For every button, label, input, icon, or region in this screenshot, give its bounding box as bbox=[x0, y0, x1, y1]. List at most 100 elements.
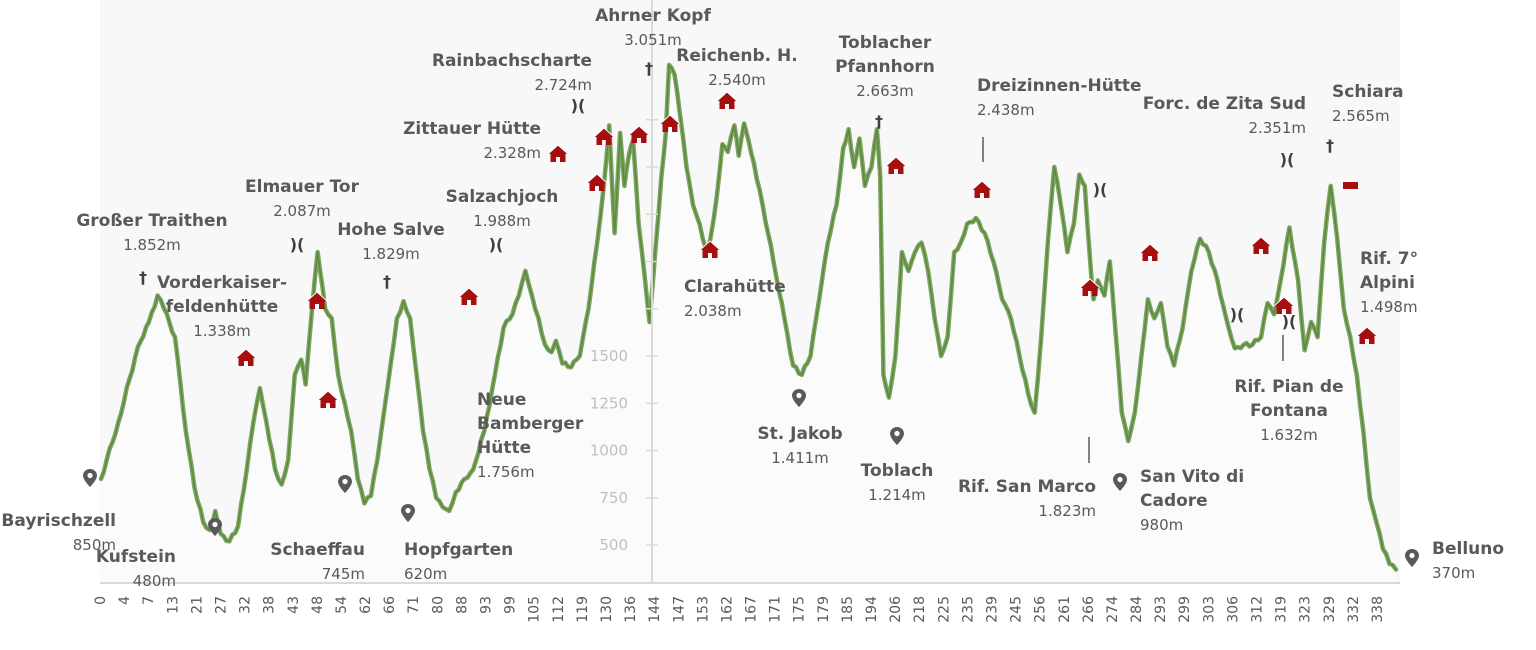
label-schaeffau: Schaeffau 745m bbox=[270, 540, 365, 583]
waypoint-elevation: 1.829m bbox=[362, 245, 420, 263]
waypoint-name: St. Jakob bbox=[757, 424, 842, 444]
x-tick-label: 293 bbox=[1153, 596, 1169, 623]
mountain-pass-icon: )( bbox=[1280, 150, 1295, 169]
waypoint-elevation: 745m bbox=[322, 565, 365, 583]
waypoint-name: Bamberger bbox=[477, 414, 584, 434]
y-axis: 500 750 1000 1250 1500 bbox=[590, 0, 658, 583]
x-tick-label: 4 bbox=[117, 596, 133, 605]
label-schiara: Schiara 2.565m bbox=[1332, 82, 1404, 125]
hut-icon bbox=[306, 291, 328, 309]
waypoint-elevation: 1.632m bbox=[1260, 426, 1318, 444]
label-dreizinnen: Dreizinnen-Hütte 2.438m bbox=[977, 76, 1142, 119]
hut-icon bbox=[628, 125, 650, 143]
x-tick-label: 130 bbox=[599, 596, 615, 623]
mountain-pass-icon: )( bbox=[489, 235, 504, 254]
x-tick-label: 7 bbox=[141, 596, 157, 605]
waypoint-elevation: 480m bbox=[133, 572, 176, 590]
x-tick-label: 245 bbox=[1009, 596, 1025, 623]
x-axis-ticks: 0 4 7 13 21 27 32 38 43 48 54 62 66 71 80 88 93 99 105 112 1… bbox=[93, 596, 1386, 623]
elevation-profile bbox=[98, 62, 1399, 583]
waypoint-name: Schaeffau bbox=[270, 540, 365, 560]
x-tick-label: 0 bbox=[93, 596, 109, 605]
hut-icon bbox=[1139, 243, 1161, 261]
label-grosser-traithen: Großer Traithen 1.852m bbox=[76, 211, 227, 254]
x-tick-label: 323 bbox=[1298, 596, 1314, 623]
label-clarahuette: Clarahütte 2.038m bbox=[684, 277, 786, 320]
waypoint-labels: Großer Traithen 1.852m Vorderkaiser-felden… bbox=[1, 6, 1504, 590]
label-san-vito: San Vito di Cadore 980m bbox=[1140, 467, 1244, 534]
label-toblacher: Toblacher Pfannhorn 2.663m bbox=[835, 33, 935, 100]
x-tick-label: 319 bbox=[1274, 596, 1290, 623]
y-tick-label: 1250 bbox=[590, 394, 628, 412]
waypoint-elevation: 2.351m bbox=[1248, 119, 1306, 137]
waypoint-name: Clarahütte bbox=[684, 277, 786, 297]
label-rif-7-alpini: Rif. 7° Alpini 1.498m bbox=[1360, 249, 1418, 316]
waypoint-elevation: 1.823m bbox=[1038, 502, 1096, 520]
label-reichenb: Reichenb. H. 2.540m bbox=[676, 46, 798, 89]
x-tick-label: 312 bbox=[1250, 596, 1266, 623]
location-pin-icon bbox=[338, 475, 352, 493]
label-hopfgarten: Hopfgarten 620m bbox=[404, 540, 513, 583]
waypoint-elevation: 2.540m bbox=[708, 71, 766, 89]
waypoint-elevation: 620m bbox=[404, 565, 447, 583]
waypoint-name: Forc. de Zita Sud bbox=[1143, 94, 1306, 114]
profile-area bbox=[101, 64, 1396, 583]
waypoint-name: Rif. San Marco bbox=[958, 477, 1096, 497]
waypoint-name: San Vito di bbox=[1140, 467, 1244, 487]
location-pin-icon bbox=[1113, 473, 1127, 491]
waypoint-elevation: 1.498m bbox=[1360, 298, 1418, 316]
label-san-marco: Rif. San Marco 1.823m bbox=[958, 477, 1096, 520]
summit-and-pass-symbols: † † † † †)()()()()()()( bbox=[139, 59, 1334, 331]
hut-icon bbox=[1079, 278, 1101, 296]
location-pin-icon bbox=[890, 427, 904, 445]
waypoint-name: Vorderkaiser- bbox=[157, 273, 287, 293]
x-tick-label: 54 bbox=[334, 596, 350, 614]
x-tick-label: 175 bbox=[792, 596, 808, 623]
waypoint-name: Elmauer Tor bbox=[245, 177, 360, 197]
x-tick-label: 206 bbox=[888, 596, 904, 623]
label-neue-bamberger: Neue Bamberger Hütte 1.756m bbox=[477, 390, 584, 481]
mountain-pass-icon: )( bbox=[1093, 180, 1108, 199]
mountain-pass-icon: )( bbox=[1282, 312, 1297, 331]
x-tick-label: 93 bbox=[479, 596, 495, 614]
summit-cross-icon: † bbox=[383, 272, 391, 291]
x-tick-label: 171 bbox=[768, 596, 784, 623]
x-tick-label: 225 bbox=[936, 596, 952, 623]
mountain-pass-icon: )( bbox=[571, 96, 586, 115]
hut-icon bbox=[971, 180, 993, 198]
location-pin-icon bbox=[792, 389, 806, 407]
waypoint-name: Fontana bbox=[1250, 401, 1328, 421]
waypoint-elevation: 1.756m bbox=[477, 463, 535, 481]
hut-icon bbox=[317, 390, 339, 408]
hut-icon bbox=[659, 114, 681, 132]
waypoint-elevation: 1.411m bbox=[771, 449, 829, 467]
waypoint-name: Toblach bbox=[861, 461, 934, 481]
hut-icon bbox=[458, 287, 480, 305]
waypoint-name: Rif. Pian de bbox=[1234, 377, 1343, 397]
waypoint-name: Cadore bbox=[1140, 491, 1208, 511]
x-tick-label: 218 bbox=[912, 596, 928, 623]
hut-icon bbox=[1250, 236, 1272, 254]
x-tick-label: 256 bbox=[1033, 596, 1049, 623]
waypoint-elevation: 980m bbox=[1140, 516, 1183, 534]
label-rainbach: Rainbachscharte 2.724m bbox=[432, 51, 592, 94]
waypoint-elevation: 850m bbox=[73, 536, 116, 554]
waypoint-elevation: 370m bbox=[1432, 564, 1475, 582]
x-tick-label: 147 bbox=[671, 596, 687, 623]
label-zita-sud: Forc. de Zita Sud 2.351m bbox=[1143, 94, 1306, 137]
waypoint-name: Rif. 7° bbox=[1360, 249, 1418, 269]
y-tick-label: 500 bbox=[599, 536, 628, 554]
hut-icon bbox=[547, 144, 569, 162]
hut-icons bbox=[235, 91, 1378, 408]
x-tick-label: 153 bbox=[695, 596, 711, 623]
hut-icon bbox=[1356, 326, 1378, 344]
x-tick-label: 43 bbox=[286, 596, 302, 614]
x-tick-label: 80 bbox=[430, 596, 446, 614]
x-tick-label: 38 bbox=[262, 596, 278, 614]
hut-icon bbox=[593, 127, 615, 145]
x-tick-label: 167 bbox=[744, 596, 760, 623]
hut-icon bbox=[586, 173, 608, 191]
x-tick-label: 303 bbox=[1201, 596, 1217, 623]
x-tick-label: 274 bbox=[1105, 596, 1121, 623]
x-tick-label: 284 bbox=[1129, 596, 1145, 623]
